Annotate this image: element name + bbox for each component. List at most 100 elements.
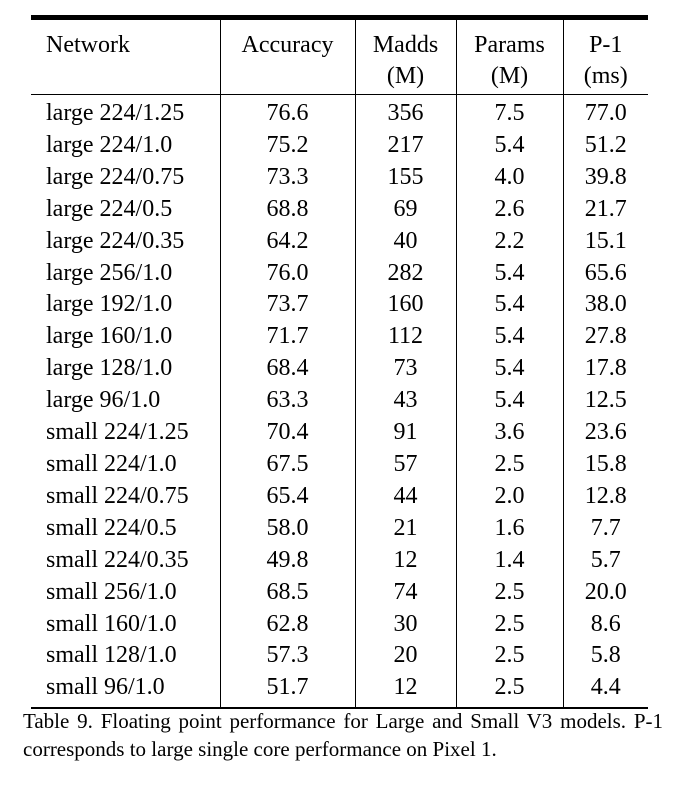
table-row: small 224/0.75 65.4 44 2.0 12.8 (31, 480, 648, 513)
table-header: Network Accuracy Madds (M) Params (M) P-… (31, 20, 648, 95)
cell-p1: 5.8 (562, 640, 648, 673)
cell-madds: 155 (354, 161, 456, 194)
cell-madds: 69 (354, 193, 456, 226)
cell-p1: 51.2 (562, 129, 648, 162)
table-row: large 256/1.0 76.0 282 5.4 65.6 (31, 257, 648, 290)
cell-params: 1.4 (455, 544, 563, 577)
cell-p1: 4.4 (562, 672, 648, 708)
cell-madds: 282 (354, 257, 456, 290)
cell-p1: 38.0 (562, 289, 648, 322)
table-row: small 224/1.0 67.5 57 2.5 15.8 (31, 448, 648, 481)
cell-accuracy: 71.7 (219, 321, 355, 354)
cell-network: large 224/0.75 (46, 163, 185, 190)
header-network: Network (31, 20, 220, 95)
table-caption: Table 9. Floating point performance for … (23, 709, 663, 761)
cell-madds: 91 (354, 417, 456, 449)
cell-p1: 7.7 (562, 512, 648, 545)
cell-network: small 224/1.0 (46, 450, 177, 477)
header-params: Params (M) (455, 20, 563, 95)
cell-madds: 57 (354, 448, 456, 481)
cell-params: 2.2 (455, 225, 563, 258)
header-accuracy: Accuracy (219, 20, 355, 95)
cell-params: 5.4 (455, 385, 563, 418)
table-row: large 96/1.0 63.3 43 5.4 12.5 (31, 385, 648, 418)
cell-accuracy: 67.5 (219, 448, 355, 481)
cell-p1: 20.0 (562, 576, 648, 609)
cell-madds: 44 (354, 480, 456, 513)
cell-accuracy: 57.3 (219, 640, 355, 673)
header-p1: P-1 (ms) (562, 20, 648, 95)
cell-params: 5.4 (455, 257, 563, 290)
cell-madds: 112 (354, 321, 456, 354)
cell-p1: 17.8 (562, 353, 648, 386)
cell-params: 2.5 (455, 608, 563, 641)
cell-params: 2.0 (455, 480, 563, 513)
cell-accuracy: 51.7 (219, 672, 355, 708)
cell-network: large 224/1.25 (46, 100, 185, 126)
cell-p1: 15.8 (562, 448, 648, 481)
table-row: small 96/1.0 51.7 12 2.5 4.4 (31, 672, 648, 708)
cell-params: 5.4 (455, 289, 563, 322)
cell-accuracy: 76.6 (219, 94, 355, 130)
cell-madds: 160 (354, 289, 456, 322)
cell-madds: 74 (354, 576, 456, 609)
table-row: large 192/1.0 73.7 160 5.4 38.0 (31, 289, 648, 322)
table-row: small 224/0.35 49.8 12 1.4 5.7 (31, 544, 648, 577)
cell-network: large 192/1.0 (46, 291, 173, 318)
cell-accuracy: 75.2 (219, 129, 355, 162)
cell-network: small 224/0.35 (46, 546, 189, 573)
cell-p1: 77.0 (562, 94, 648, 130)
cell-p1: 15.1 (562, 225, 648, 258)
cell-params: 2.5 (455, 640, 563, 673)
cell-madds: 21 (354, 512, 456, 545)
cell-network: small 224/0.5 (46, 514, 177, 541)
cell-network: small 224/1.25 (46, 419, 189, 446)
cell-accuracy: 76.0 (219, 257, 355, 290)
cell-params: 2.6 (455, 193, 563, 226)
table-row: large 128/1.0 68.4 73 5.4 17.8 (31, 353, 648, 386)
table-row: large 160/1.0 71.7 112 5.4 27.8 (31, 321, 648, 354)
cell-network: small 256/1.0 (46, 578, 177, 605)
table-row: small 128/1.0 57.3 20 2.5 5.8 (31, 640, 648, 673)
cell-accuracy: 62.8 (219, 608, 355, 641)
header-p1-label: P-1 (589, 32, 623, 58)
cell-p1: 5.7 (562, 544, 648, 577)
table-row: small 256/1.0 68.5 74 2.5 20.0 (31, 576, 648, 609)
table-row: large 224/1.25 76.6 356 7.5 77.0 (31, 94, 648, 130)
cell-accuracy: 68.5 (219, 576, 355, 609)
table-row: large 224/0.35 64.2 40 2.2 15.1 (31, 225, 648, 258)
cell-madds: 12 (354, 672, 456, 708)
cell-params: 5.4 (455, 353, 563, 386)
cell-accuracy: 68.8 (219, 193, 355, 226)
header-accuracy-label: Accuracy (241, 32, 334, 58)
cell-madds: 217 (354, 129, 456, 162)
cell-network: large 224/0.35 (46, 227, 185, 254)
table-row: large 224/1.0 75.2 217 5.4 51.2 (31, 129, 648, 162)
cell-params: 2.5 (455, 672, 563, 708)
header-row: Network Accuracy Madds (M) Params (M) P-… (31, 20, 648, 95)
cell-params: 7.5 (455, 94, 563, 130)
cell-madds: 356 (354, 94, 456, 130)
results-table: Network Accuracy Madds (M) Params (M) P-… (31, 20, 648, 708)
cell-network: large 256/1.0 (46, 259, 173, 286)
table-bottom-rule (31, 707, 648, 710)
table-row: large 224/0.5 68.8 69 2.6 21.7 (31, 193, 648, 226)
cell-accuracy: 63.3 (219, 385, 355, 418)
cell-params: 5.4 (455, 129, 563, 162)
cell-p1: 21.7 (562, 193, 648, 226)
cell-madds: 30 (354, 608, 456, 641)
cell-network: large 224/1.0 (46, 131, 173, 158)
cell-madds: 12 (354, 544, 456, 577)
cell-p1: 65.6 (562, 257, 648, 290)
cell-madds: 20 (354, 640, 456, 673)
cell-network: small 96/1.0 (46, 674, 165, 701)
cell-accuracy: 73.7 (219, 289, 355, 322)
results-table-container: Network Accuracy Madds (M) Params (M) P-… (31, 0, 648, 710)
header-madds-unit: (M) (386, 63, 425, 89)
cell-accuracy: 58.0 (219, 512, 355, 545)
cell-network: small 128/1.0 (46, 642, 177, 669)
header-params-unit: (M) (490, 63, 529, 89)
header-madds-label: Madds (372, 32, 439, 58)
cell-accuracy: 73.3 (219, 161, 355, 194)
table-top-rule (31, 15, 648, 20)
